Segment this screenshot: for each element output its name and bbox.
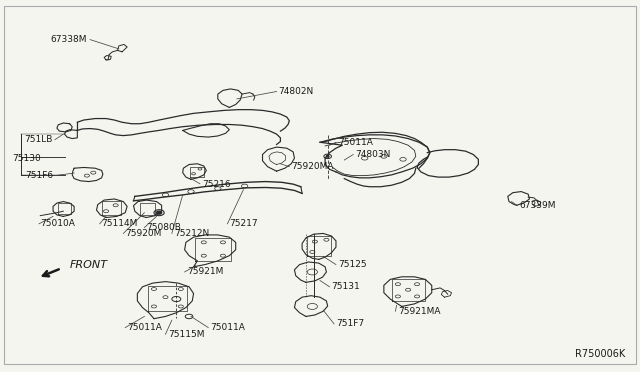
Text: 751LB: 751LB — [25, 135, 53, 144]
Text: 75921M: 75921M — [187, 267, 223, 276]
Text: 75921MA: 75921MA — [398, 307, 440, 316]
Text: 75011A: 75011A — [127, 323, 162, 332]
Text: 751F6: 751F6 — [25, 171, 53, 180]
Circle shape — [157, 211, 162, 214]
Text: 75080B: 75080B — [147, 223, 181, 232]
Text: 75130: 75130 — [12, 154, 41, 163]
Text: 75010A: 75010A — [40, 219, 75, 228]
Text: 74803N: 74803N — [355, 150, 390, 159]
Text: 751F7: 751F7 — [336, 320, 364, 328]
Text: 74802N: 74802N — [278, 87, 314, 96]
Text: 75212N: 75212N — [174, 229, 210, 238]
Text: 75217: 75217 — [229, 219, 258, 228]
Text: 75011A: 75011A — [210, 323, 245, 332]
Text: 75011A: 75011A — [338, 138, 372, 147]
Text: FRONT: FRONT — [70, 260, 108, 270]
Text: 75125: 75125 — [338, 260, 367, 269]
Text: 67338M: 67338M — [51, 35, 87, 44]
Text: 75216: 75216 — [202, 180, 230, 189]
Text: 67339M: 67339M — [519, 201, 556, 210]
Text: 75920M: 75920M — [125, 229, 161, 238]
Text: R750006K: R750006K — [575, 349, 625, 359]
Text: 75115M: 75115M — [168, 330, 205, 339]
Text: 75131: 75131 — [332, 282, 360, 291]
Text: 75114M: 75114M — [102, 219, 138, 228]
Text: 75920MA: 75920MA — [291, 162, 334, 171]
Circle shape — [326, 155, 329, 157]
